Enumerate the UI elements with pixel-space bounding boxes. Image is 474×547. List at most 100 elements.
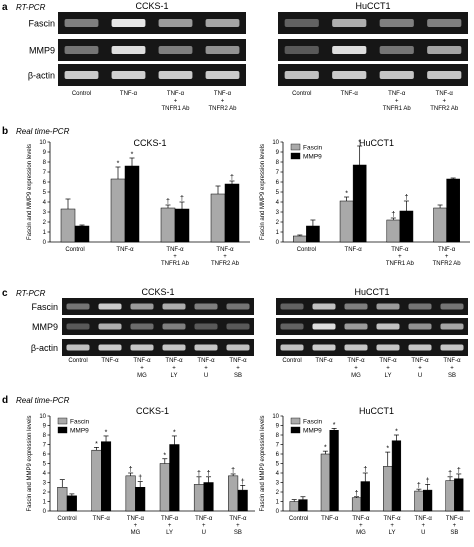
gel-a-ccks1-band xyxy=(158,71,193,79)
chart-b-ccks1-significance-mark: * xyxy=(131,152,134,159)
gel-c-ccks1-band xyxy=(194,344,218,351)
chart-b-ccks1-category-label: TNF-α xyxy=(166,247,184,253)
chart-d-hucct1-bar xyxy=(289,501,299,512)
chart-d-ccks1-bar xyxy=(193,484,205,512)
gel-c-ccks1-band xyxy=(226,344,250,351)
gel-a-hucct1-lane-label: TNF-α xyxy=(341,91,359,97)
chart-b-ccks1-ytick-label: 8 xyxy=(43,160,47,166)
gel-c-hucct1-band xyxy=(344,323,368,330)
chart-d-hucct1-ytick-label: 3 xyxy=(276,481,280,487)
chart-d-hucct1-significance-mark: † xyxy=(363,467,367,474)
chart-d-ccks1-category-label: U xyxy=(202,530,206,536)
gel-c-ccks1-lane-label: TNF-α xyxy=(165,358,183,364)
chart-d-hucct1-bar xyxy=(329,430,339,512)
gel-c-hucct1-lane-label: TNF-α xyxy=(411,358,429,364)
panel-d-method: Real time-PCR xyxy=(16,396,70,405)
chart-d-ccks1-significance-mark: † xyxy=(207,470,211,477)
chart-d-hucct1-bar xyxy=(454,478,464,512)
gel-a-hucct1-band xyxy=(427,71,462,79)
gel-c-ccks1-lane-label: TNF-α xyxy=(229,358,247,364)
chart-b-hucct1: HuCCT1 Fascin and MMP9 expression levels 0… xyxy=(260,138,470,267)
gel-a-ccks1-band xyxy=(111,71,146,79)
chart-d-ccks1-significance-mark: † xyxy=(138,475,142,482)
chart-b-ccks1-significance-mark: † xyxy=(180,196,184,203)
panel-d-letter: d xyxy=(2,395,8,406)
gel-c-hucct1-lane-label: + xyxy=(418,366,422,372)
gel-c-hucct1-lane-label: MG xyxy=(351,373,361,379)
gel-a-ccks1: CCKS-1 Fascin MMP9 β-actin Control TNF-α TNF-α… xyxy=(28,1,246,112)
chart-b-ccks1-ytick-label: 9 xyxy=(43,150,47,156)
chart-b-hucct1-ytick-label: 6 xyxy=(276,180,280,186)
chart-d-ccks1-bar xyxy=(135,487,146,512)
chart-b-ccks1-bar xyxy=(174,208,190,243)
gel-c-ccks1-lane-label: SB xyxy=(234,373,242,379)
gel-c-hucct1-band xyxy=(408,303,432,310)
gel-c-hucct1-band xyxy=(280,323,304,330)
chart-d-hucct1-bar xyxy=(351,497,362,512)
gel-c-hucct1-strip-0 xyxy=(276,298,468,315)
gel-c-hucct1-band xyxy=(376,303,400,310)
gel-c-ccks1-lane-label: Control xyxy=(68,358,87,364)
gel-c-ccks1: CCKS-1 Fascin MMP9 β-actin Control TNF-α TNF-α… xyxy=(31,287,254,379)
chart-d-ccks1-significance-mark: * xyxy=(163,452,166,459)
chart-b-ccks1-category-label: + xyxy=(173,254,177,260)
gel-a-hucct1-lane-label: TNFR1 Ab xyxy=(383,106,412,112)
chart-d-hucct1-ytick-label: 5 xyxy=(276,462,280,468)
chart-d-hucct1-category-label: U xyxy=(421,530,425,536)
gel-c-hucct1-strip-1 xyxy=(276,318,468,335)
gel-a-hucct1-lane-label: + xyxy=(395,99,399,105)
gel-c-hucct1-lane-label: + xyxy=(386,366,390,372)
chart-d-hucct1-significance-mark: † xyxy=(457,467,461,474)
chart-d-hucct1-bar xyxy=(423,489,433,512)
chart-d-ccks1-bar xyxy=(101,441,112,512)
chart-b-hucct1-bar xyxy=(352,164,367,243)
gel-c-hucct1-band xyxy=(408,323,432,330)
chart-d-ccks1: CCKS-1 Fascin and MMP9 expression levels 0… xyxy=(27,406,255,536)
chart-b-ccks1-ytick-label: 5 xyxy=(43,190,47,196)
chart-d-ccks1-significance-mark: † xyxy=(231,467,235,474)
chart-b-hucct1-category-label: + xyxy=(445,254,449,260)
chart-d-hucct1-ytick-label: 8 xyxy=(276,433,280,439)
chart-d-hucct1-legend-swatch xyxy=(290,426,301,434)
chart-b-hucct1-category-label: Control xyxy=(297,247,316,253)
gel-a-ccks1-band xyxy=(205,19,240,27)
chart-d-hucct1-category-label: TNF-α xyxy=(415,516,433,522)
chart-b-hucct1-bar xyxy=(339,200,354,243)
chart-b-hucct1-ytick-label: 5 xyxy=(276,190,280,196)
chart-d-hucct1-ytick-label: 2 xyxy=(276,490,280,496)
gel-c-hucct1-band xyxy=(408,344,432,351)
chart-d-hucct1-bar xyxy=(391,440,402,512)
chart-b-ccks1-bar xyxy=(110,178,126,243)
gel-a-hucct1-lane-label: TNF-α xyxy=(388,91,406,97)
chart-d-ccks1-significance-mark: * xyxy=(105,429,108,436)
gel-c-hucct1-band xyxy=(312,323,336,330)
gel-c-hucct1-band xyxy=(312,344,336,351)
chart-d-hucct1-category-label: SB xyxy=(450,530,458,536)
gel-a-ccks1-band xyxy=(111,46,146,54)
gel-c-hucct1-lane-label: SB xyxy=(448,373,456,379)
gel-a-hucct1-strip-2 xyxy=(278,64,468,86)
chart-d-hucct1-category-label: + xyxy=(453,523,457,529)
chart-b-hucct1-ytick-label: 1 xyxy=(276,230,280,236)
gel-c-hucct1-lane-label: Control xyxy=(282,358,301,364)
chart-d-hucct1-ytick-label: 4 xyxy=(276,471,280,477)
chart-b-ccks1-ytick-label: 2 xyxy=(43,220,47,226)
chart-d-ccks1-legend-swatch xyxy=(57,417,68,425)
gel-c-ccks1-lane-label: + xyxy=(172,366,176,372)
chart-d-hucct1-significance-mark: † xyxy=(355,490,359,497)
chart-d-hucct1: HuCCT1 Fascin and MMP9 expression levels 0… xyxy=(260,406,470,536)
chart-b-hucct1-ytick-label: 0 xyxy=(276,240,280,246)
gel-a-hucct1-band xyxy=(379,71,414,79)
gel-a-ccks1-band xyxy=(158,46,193,54)
chart-d-hucct1-category-label: TNF-α xyxy=(321,516,339,522)
chart-d-ccks1-significance-mark: * xyxy=(95,441,98,448)
chart-b-ccks1-ylabel: Fascin and MMP9 expression levels xyxy=(27,144,33,240)
chart-b-ccks1-significance-mark: † xyxy=(230,175,234,182)
gel-c-ccks1-strip-2 xyxy=(62,339,254,356)
chart-b-hucct1-category-label: TNFR1 Ab xyxy=(386,261,415,267)
chart-d-ccks1-category-label: TNF-α xyxy=(229,516,247,522)
chart-b-ccks1: CCKS-1 Fascin and MMP9 expression levels 0… xyxy=(27,138,250,267)
chart-b-hucct1-ytick-label: 10 xyxy=(272,140,279,146)
gel-c-ccks1-lane-label: + xyxy=(140,366,144,372)
